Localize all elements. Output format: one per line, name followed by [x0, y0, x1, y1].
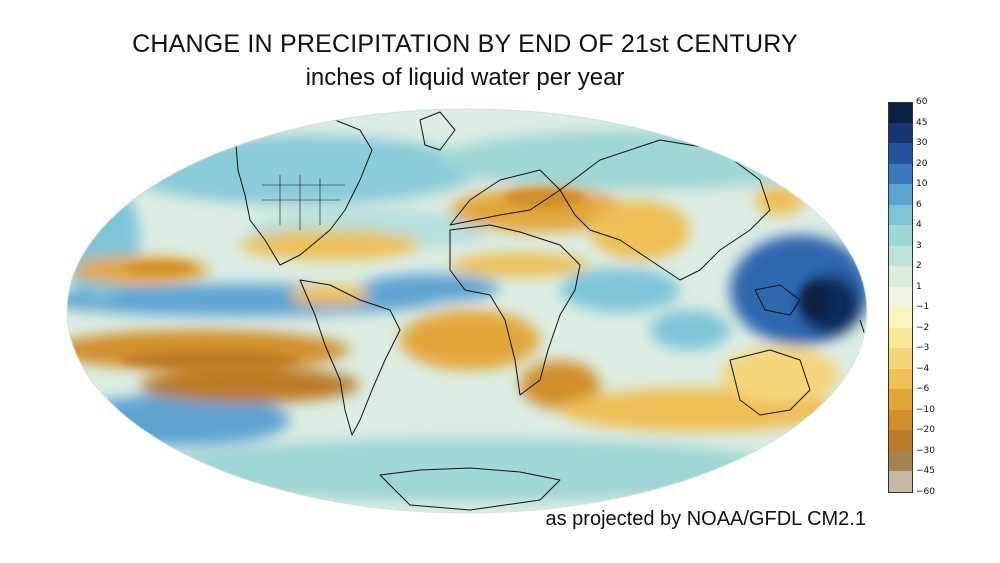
antarctica-outline — [379, 467, 561, 511]
legend-swatch — [888, 430, 913, 451]
south-atlantic-drying — [400, 310, 540, 370]
maritime-continent-outline — [754, 284, 801, 316]
legend-tick-label: −20 — [916, 425, 935, 435]
credit-text: as projected by NOAA/GFDL CM2.1 — [545, 508, 867, 530]
legend-tick-label: 60 — [916, 97, 928, 107]
pacific-islands-outline — [859, 319, 866, 336]
legend-swatch — [888, 143, 913, 164]
greenland-outline — [419, 111, 456, 151]
legend-tick-label: −4 — [916, 363, 930, 374]
legend-tick-label: −1 — [916, 302, 930, 312]
legend-tick-label: −30 — [916, 445, 935, 456]
legend-tick-label: −60 — [916, 486, 935, 497]
legend-tick-label: 30 — [916, 138, 928, 148]
legend-swatch — [888, 286, 913, 307]
asia-outline — [559, 139, 771, 281]
legend-tick-label: 10 — [916, 179, 928, 189]
globe-border — [66, 108, 868, 514]
south-america-outline — [299, 279, 401, 436]
legend-tick-label: −6 — [916, 384, 930, 394]
legend-swatch — [888, 389, 913, 410]
legend-swatch — [888, 327, 913, 348]
legend-swatch — [888, 225, 913, 246]
legend-tick-label: 45 — [916, 117, 928, 128]
legend-swatch — [888, 184, 913, 205]
legend-tick-label: −45 — [916, 466, 935, 476]
legend-swatch — [888, 348, 913, 369]
legend-swatch — [888, 266, 913, 287]
legend-swatch — [888, 368, 913, 389]
legend-swatch — [888, 245, 913, 266]
legend-tick-label: −10 — [916, 404, 935, 415]
us-state-borders — [262, 175, 345, 230]
legend-tick-label: 3 — [916, 240, 922, 251]
southern-ocean-wetting — [140, 438, 800, 502]
legend-swatch — [888, 471, 913, 493]
australia-outline — [729, 349, 811, 416]
legend-swatch — [888, 307, 913, 328]
color-legend: 60 45 30 20 10 6 4 3 2 1 −1 −2 −3 −4 −6 −10 −20 −30 −45 −60 — [888, 97, 968, 520]
legend-swatch — [888, 102, 913, 124]
legend-tick-label: 1 — [916, 281, 922, 292]
map-title: CHANGE IN PRECIPITATION BY END OF 21st C… — [132, 30, 798, 58]
legend-tick-label: 2 — [916, 261, 922, 271]
legend-tick-label: −3 — [916, 343, 930, 353]
legend-tick-label: 20 — [916, 158, 928, 169]
legend-tick-label: 6 — [916, 199, 922, 210]
map-subtitle: inches of liquid water per year — [305, 64, 625, 91]
precipitation-field — [67, 109, 867, 513]
legend-swatch — [888, 163, 913, 184]
legend-swatch — [888, 122, 913, 143]
legend-swatch — [888, 450, 913, 471]
legend-tick-label: −2 — [916, 322, 930, 333]
legend-tick-label: 4 — [916, 220, 922, 230]
north-america-outline — [235, 117, 373, 266]
mediterranean-drying — [450, 188, 630, 232]
legend-swatch — [888, 204, 913, 225]
coastlines — [235, 111, 866, 511]
legend-swatch — [888, 409, 913, 430]
arctic-wetting — [440, 130, 840, 190]
africa-outline — [449, 224, 581, 396]
europe-outline — [449, 169, 561, 226]
